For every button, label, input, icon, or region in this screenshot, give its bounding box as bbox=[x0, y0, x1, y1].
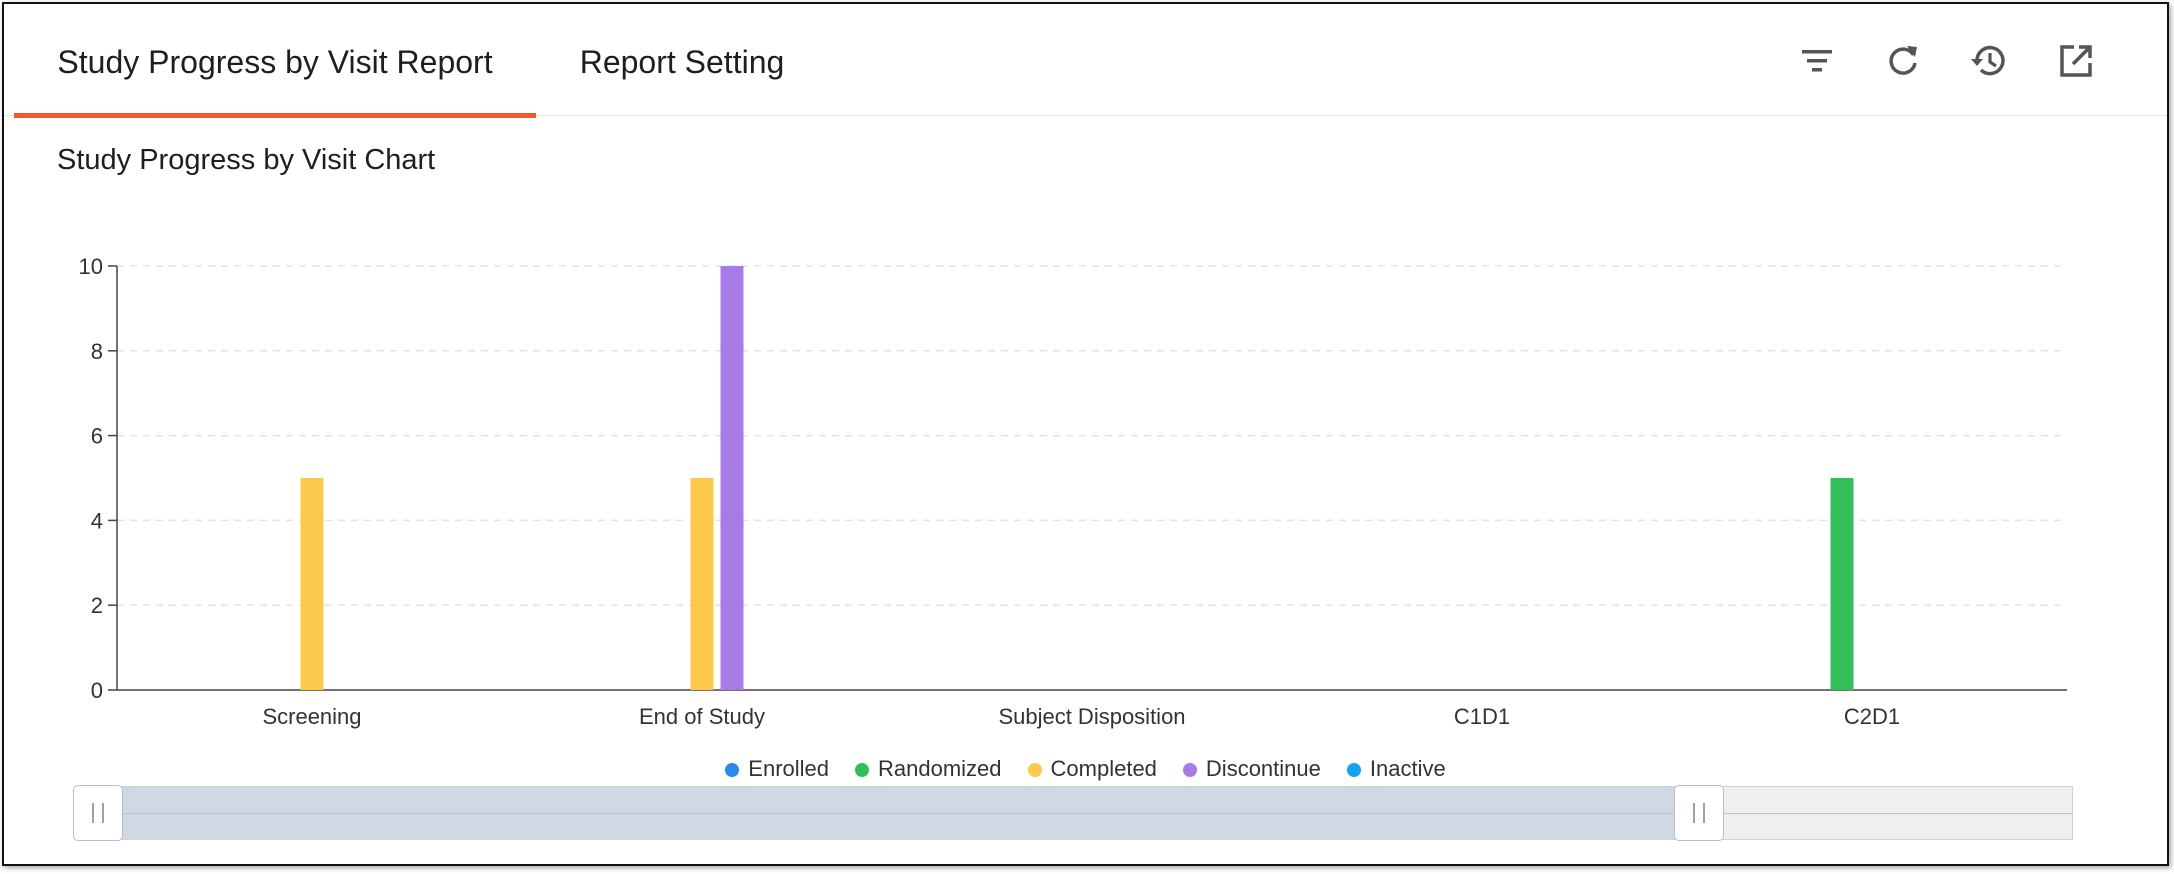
history-icon bbox=[1971, 45, 2005, 76]
bars bbox=[300, 266, 1854, 690]
refresh-icon bbox=[1889, 46, 1917, 75]
zoom-start-handle[interactable] bbox=[73, 785, 123, 841]
x-tick-label: C2D1 bbox=[1844, 704, 1900, 729]
zoom-end-handle[interactable] bbox=[1673, 785, 1724, 841]
refresh-button[interactable] bbox=[1880, 38, 1926, 84]
history-button[interactable] bbox=[1966, 38, 2012, 84]
bar-randomized-4[interactable] bbox=[1830, 478, 1854, 690]
legend-dot bbox=[725, 763, 740, 777]
legend-item-enrolled[interactable]: Enrolled bbox=[725, 756, 829, 782]
legend-label: Discontinue bbox=[1205, 756, 1321, 781]
bar-completed-0[interactable] bbox=[300, 478, 324, 690]
y-tick-label: 10 bbox=[79, 254, 103, 279]
filter-icon bbox=[1802, 50, 1832, 72]
x-axis: Screening End of Study Subject Disposition… bbox=[117, 689, 2067, 729]
open-external-icon bbox=[2060, 45, 2092, 77]
y-tick-label: 8 bbox=[91, 339, 103, 364]
legend-label: Inactive bbox=[1369, 756, 1446, 781]
bar-chart: 0 2 4 6 8 10 Screening End of Study Subject Dis… bbox=[79, 254, 2067, 729]
legend-label: Enrolled bbox=[748, 756, 830, 781]
legend-item-randomized[interactable]: Randomized bbox=[855, 756, 1002, 782]
tab-report-setting[interactable]: Report Setting bbox=[579, 44, 785, 80]
chart-title: Study Progress by Visit Chart bbox=[57, 144, 436, 176]
zoom-slider[interactable] bbox=[73, 785, 2073, 841]
legend-dot bbox=[1182, 763, 1197, 777]
y-axis: 0 2 4 6 8 10 bbox=[79, 254, 118, 703]
bar-discontinue-1[interactable] bbox=[720, 266, 744, 690]
legend-item-completed[interactable]: Completed bbox=[1027, 756, 1157, 782]
legend-dot bbox=[1346, 763, 1361, 777]
y-tick-label: 0 bbox=[91, 678, 103, 703]
tab-bar: Study Progress by Visit Report Report Se… bbox=[4, 4, 2167, 118]
x-tick-label: Screening bbox=[262, 704, 361, 729]
x-tick-label: Subject Disposition bbox=[998, 704, 1185, 729]
legend-label: Completed bbox=[1050, 756, 1157, 781]
y-tick-label: 6 bbox=[91, 424, 103, 449]
tab-study-progress-report[interactable]: Study Progress by Visit Report bbox=[14, 4, 536, 118]
y-tick-label: 2 bbox=[91, 593, 103, 618]
filter-button[interactable] bbox=[1794, 38, 1840, 84]
bar-completed-1[interactable] bbox=[690, 478, 714, 690]
x-tick-label: C1D1 bbox=[1454, 704, 1510, 729]
legend-item-discontinue[interactable]: Discontinue bbox=[1182, 756, 1321, 782]
legend-dot bbox=[1027, 763, 1042, 777]
legend-label: Randomized bbox=[878, 756, 1002, 781]
gridlines bbox=[117, 265, 2067, 606]
legend-dot bbox=[855, 763, 870, 777]
legend-item-inactive[interactable]: Inactive bbox=[1346, 756, 1446, 782]
chart-legend: Enrolled Randomized Completed Discontinue In… bbox=[4, 756, 2167, 782]
zoom-track-line bbox=[98, 813, 2072, 814]
y-tick-label: 4 bbox=[91, 508, 103, 533]
x-tick-label: End of Study bbox=[639, 704, 765, 729]
open-external-button[interactable] bbox=[2053, 38, 2099, 84]
